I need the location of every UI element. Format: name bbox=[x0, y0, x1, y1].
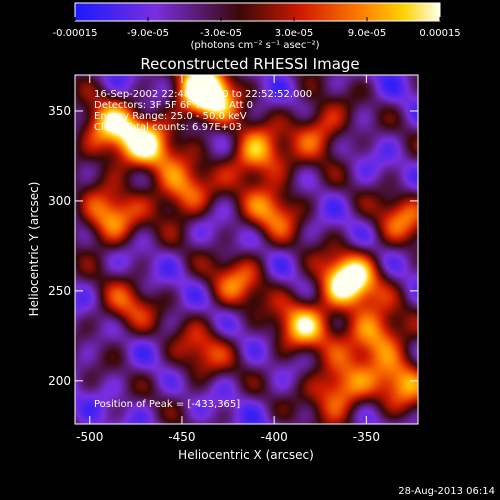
heatmap-area bbox=[75, 75, 418, 424]
colorbar-ticks: -0.00015 -9.0e-05 -3.0e-05 3.0e-05 9.0e-05 0.… bbox=[53, 17, 461, 39]
footer-date: 28-Aug-2013 06:14 bbox=[398, 486, 495, 497]
colorbar-units: (photons cm⁻² s⁻¹ asec⁻²) bbox=[190, 40, 319, 51]
annotation-time: 16-Sep-2002 22:48:44.000 to 22:52:52.000 bbox=[94, 89, 312, 100]
y-tick-label: 200 bbox=[48, 374, 71, 388]
colorbar-tick-label: -9.0e-05 bbox=[127, 28, 169, 39]
chart-title: Reconstructed RHESSI Image bbox=[140, 55, 359, 73]
annotation-counts: Clean Total counts: 6.97E+03 bbox=[94, 122, 242, 133]
y-tick-label: 250 bbox=[48, 284, 71, 298]
x-tick-label: -400 bbox=[261, 430, 288, 444]
peak-marker bbox=[211, 81, 216, 86]
colorbar bbox=[74, 2, 441, 22]
y-tick-label: 300 bbox=[48, 194, 71, 208]
colorbar-tick-label: 9.0e-05 bbox=[348, 28, 386, 39]
colorbar-tick-label: -3.0e-05 bbox=[200, 28, 242, 39]
x-tick-label: -450 bbox=[168, 430, 195, 444]
colorbar-tick-label: 3.0e-05 bbox=[275, 28, 313, 39]
peak-position-label: Position of Peak = [-433,365] bbox=[94, 399, 240, 410]
axis-ticks: -500 -450 -400 -350 200 250 300 350 bbox=[48, 75, 418, 444]
annotations: 16-Sep-2002 22:48:44.000 to 22:52:52.000… bbox=[94, 81, 312, 410]
x-tick-label: -350 bbox=[353, 430, 380, 444]
colorbar-tick-label: 0.00015 bbox=[419, 28, 460, 39]
y-axis-label: Heliocentric Y (arcsec) bbox=[27, 182, 41, 317]
x-tick-label: -500 bbox=[76, 430, 103, 444]
annotation-energy: Energy Range: 25.0 - 50.0 keV bbox=[94, 111, 247, 122]
heatmap-image bbox=[75, 75, 418, 424]
x-axis-label: Heliocentric X (arcsec) bbox=[178, 448, 314, 462]
y-tick-label: 350 bbox=[48, 104, 71, 118]
colorbar-tick-label: -0.00015 bbox=[53, 28, 98, 39]
annotation-detectors: Detectors: 3F 5F 6F 7F 8F, Att 0 bbox=[94, 100, 253, 111]
plot-frame bbox=[74, 74, 419, 425]
